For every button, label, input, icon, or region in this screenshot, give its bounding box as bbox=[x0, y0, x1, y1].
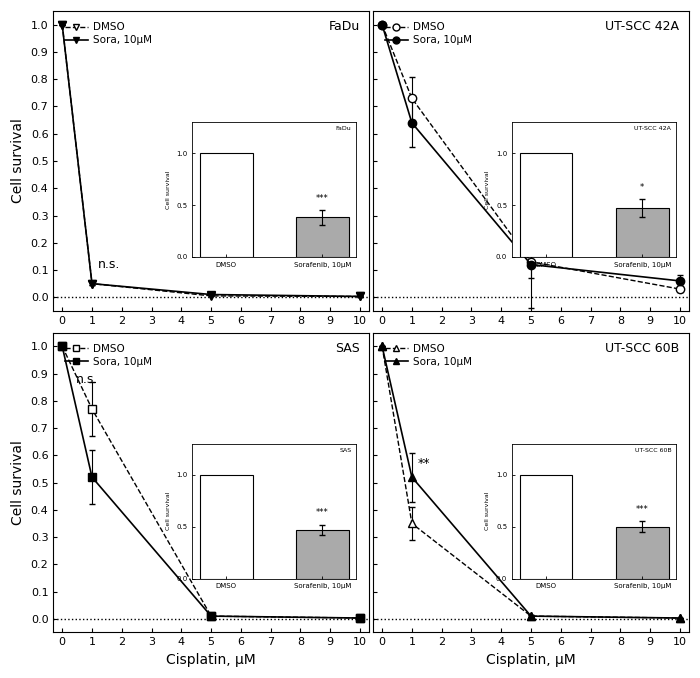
Legend: DMSO, Sora, 10μM: DMSO, Sora, 10μM bbox=[61, 18, 156, 49]
Legend: DMSO, Sora, 10μM: DMSO, Sora, 10μM bbox=[381, 18, 476, 49]
Text: UT-SCC 60B: UT-SCC 60B bbox=[605, 342, 680, 355]
Y-axis label: Cell survival: Cell survival bbox=[11, 440, 25, 525]
Text: n.s.: n.s. bbox=[76, 372, 98, 386]
Legend: DMSO, Sora, 10μM: DMSO, Sora, 10μM bbox=[381, 340, 476, 371]
X-axis label: Cisplatin, μM: Cisplatin, μM bbox=[486, 653, 576, 667]
X-axis label: Cisplatin, μM: Cisplatin, μM bbox=[167, 653, 256, 667]
Text: **: ** bbox=[418, 457, 430, 470]
Text: FaDu: FaDu bbox=[328, 20, 360, 33]
Text: n.s.: n.s. bbox=[98, 258, 120, 271]
Y-axis label: Cell survival: Cell survival bbox=[11, 119, 25, 203]
Text: UT-SCC 42A: UT-SCC 42A bbox=[606, 20, 680, 33]
Text: SAS: SAS bbox=[335, 342, 360, 355]
Legend: DMSO, Sora, 10μM: DMSO, Sora, 10μM bbox=[61, 340, 156, 371]
